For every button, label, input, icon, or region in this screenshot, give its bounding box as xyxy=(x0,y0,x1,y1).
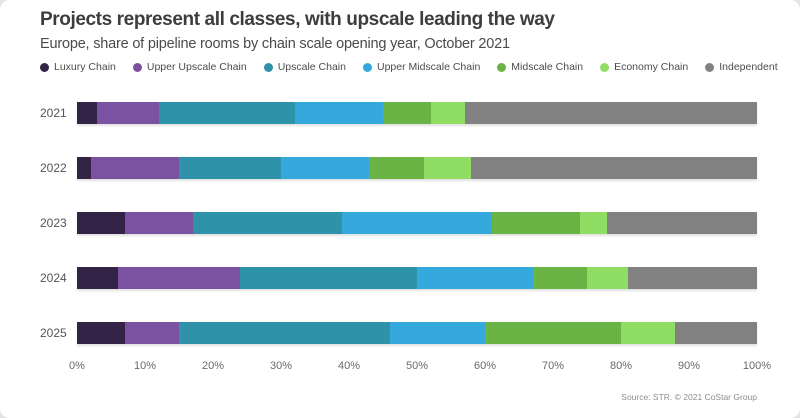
year-label: 2025 xyxy=(40,326,67,340)
bar-segment-economy-chain xyxy=(586,267,628,289)
x-axis: 0% 10% 20% 30% 40% 50% 60% 70% 80% 90% 100% xyxy=(69,360,771,374)
legend-label: Economy Chain xyxy=(614,61,689,73)
chart-subtitle: Europe, share of pipeline rooms by chain… xyxy=(40,36,510,52)
year-label: 2024 xyxy=(40,271,67,285)
source-note: Source: STR. © 2021 CoStar Group xyxy=(621,392,757,402)
bar-segment-independent xyxy=(675,322,757,344)
bar-row-2022: 2022 xyxy=(40,157,757,179)
legend-dot-icon xyxy=(40,62,49,72)
bar-segment-independent xyxy=(464,102,757,124)
bar-segment-luxury-chain xyxy=(77,212,125,234)
legend-dot-icon xyxy=(705,62,715,72)
x-tick-label: 0% xyxy=(69,360,85,372)
chart-title: Projects represent all classes, with ups… xyxy=(40,9,555,30)
bars-area: 2021 2022 2023 2024 2025 xyxy=(40,102,757,377)
x-tick-label: 50% xyxy=(405,360,429,372)
stacked-bar-2021 xyxy=(77,102,757,124)
legend-item-luxury-chain: Luxury Chain xyxy=(40,61,116,73)
x-tick-label: 70% xyxy=(541,360,565,372)
legend-label: Upper Upscale Chain xyxy=(146,61,247,73)
year-label: 2021 xyxy=(40,106,67,120)
bar-segment-luxury-chain xyxy=(77,322,125,344)
legend-label: Upper Midscale Chain xyxy=(376,61,481,73)
bar-row-2025: 2025 xyxy=(40,322,757,344)
bar-row-2021: 2021 xyxy=(40,102,757,124)
bar-segment-luxury-chain xyxy=(77,267,118,289)
x-tick-label: 10% xyxy=(133,360,157,372)
bar-segment-midscale-chain xyxy=(382,102,431,124)
legend-dot-icon xyxy=(600,62,610,72)
x-tick-label: 30% xyxy=(269,360,293,372)
bar-segment-independent xyxy=(471,157,757,179)
x-tick-label: 100% xyxy=(742,360,772,372)
bar-segment-economy-chain xyxy=(423,157,472,179)
bar-segment-economy-chain xyxy=(430,102,465,124)
stacked-bar-2024 xyxy=(77,267,757,289)
bar-segment-upper-upscale-chain xyxy=(124,322,179,344)
legend-dot-icon xyxy=(362,62,372,72)
bar-segment-independent xyxy=(627,267,757,289)
bar-segment-upscale-chain xyxy=(178,157,281,179)
bar-segment-upper-upscale-chain xyxy=(117,267,241,289)
bar-segment-luxury-chain xyxy=(77,157,91,179)
legend-item-upper-midscale-chain: Upper Midscale Chain xyxy=(362,61,481,73)
year-label: 2023 xyxy=(40,216,67,230)
bar-row-2023: 2023 xyxy=(40,212,757,234)
bar-segment-economy-chain xyxy=(620,322,676,344)
legend-label: Upscale Chain xyxy=(277,61,346,73)
bar-segment-upper-upscale-chain xyxy=(124,212,193,234)
bar-segment-upper-midscale-chain xyxy=(280,157,370,179)
legend-item-upper-upscale-chain: Upper Upscale Chain xyxy=(132,61,247,73)
stacked-bar-2022 xyxy=(77,157,757,179)
bar-segment-upper-upscale-chain xyxy=(97,102,159,124)
year-label: 2022 xyxy=(40,161,67,175)
legend-label: Midscale Chain xyxy=(511,61,584,73)
legend: Luxury Chain Upper Upscale Chain Upscale C… xyxy=(40,61,778,73)
bar-segment-upper-upscale-chain xyxy=(90,157,179,179)
bar-segment-economy-chain xyxy=(580,212,608,234)
legend-item-midscale-chain: Midscale Chain xyxy=(497,61,583,73)
bar-segment-upper-midscale-chain xyxy=(416,267,533,289)
legend-dot-icon xyxy=(132,62,142,72)
x-tick-label: 20% xyxy=(201,360,225,372)
legend-dot-icon xyxy=(497,62,507,72)
legend-dot-icon xyxy=(263,62,273,72)
bar-segment-upscale-chain xyxy=(178,322,390,344)
bar-segment-upscale-chain xyxy=(192,212,343,234)
legend-item-independent: Independent xyxy=(705,61,778,73)
legend-label: Luxury Chain xyxy=(54,61,116,73)
bar-segment-luxury-chain xyxy=(77,102,98,124)
x-tick-label: 80% xyxy=(609,360,633,372)
bar-segment-upper-midscale-chain xyxy=(342,212,492,234)
bar-segment-midscale-chain xyxy=(369,157,424,179)
legend-label: Independent xyxy=(719,61,778,73)
legend-item-upscale-chain: Upscale Chain xyxy=(263,61,346,73)
x-tick-label: 90% xyxy=(677,360,701,372)
bar-segment-upscale-chain xyxy=(240,267,417,289)
stacked-bar-2025 xyxy=(77,322,757,344)
bar-segment-midscale-chain xyxy=(491,212,581,234)
bar-segment-independent xyxy=(607,212,757,234)
bar-segment-upper-midscale-chain xyxy=(294,102,383,124)
legend-item-economy-chain: Economy Chain xyxy=(600,61,688,73)
x-tick-label: 60% xyxy=(473,360,497,372)
stacked-bar-2023 xyxy=(77,212,757,234)
bar-segment-upper-midscale-chain xyxy=(389,322,485,344)
bar-row-2024: 2024 xyxy=(40,267,757,289)
bar-segment-upscale-chain xyxy=(158,102,295,124)
bar-segment-midscale-chain xyxy=(532,267,587,289)
bar-segment-midscale-chain xyxy=(484,322,621,344)
x-tick-label: 40% xyxy=(337,360,361,372)
